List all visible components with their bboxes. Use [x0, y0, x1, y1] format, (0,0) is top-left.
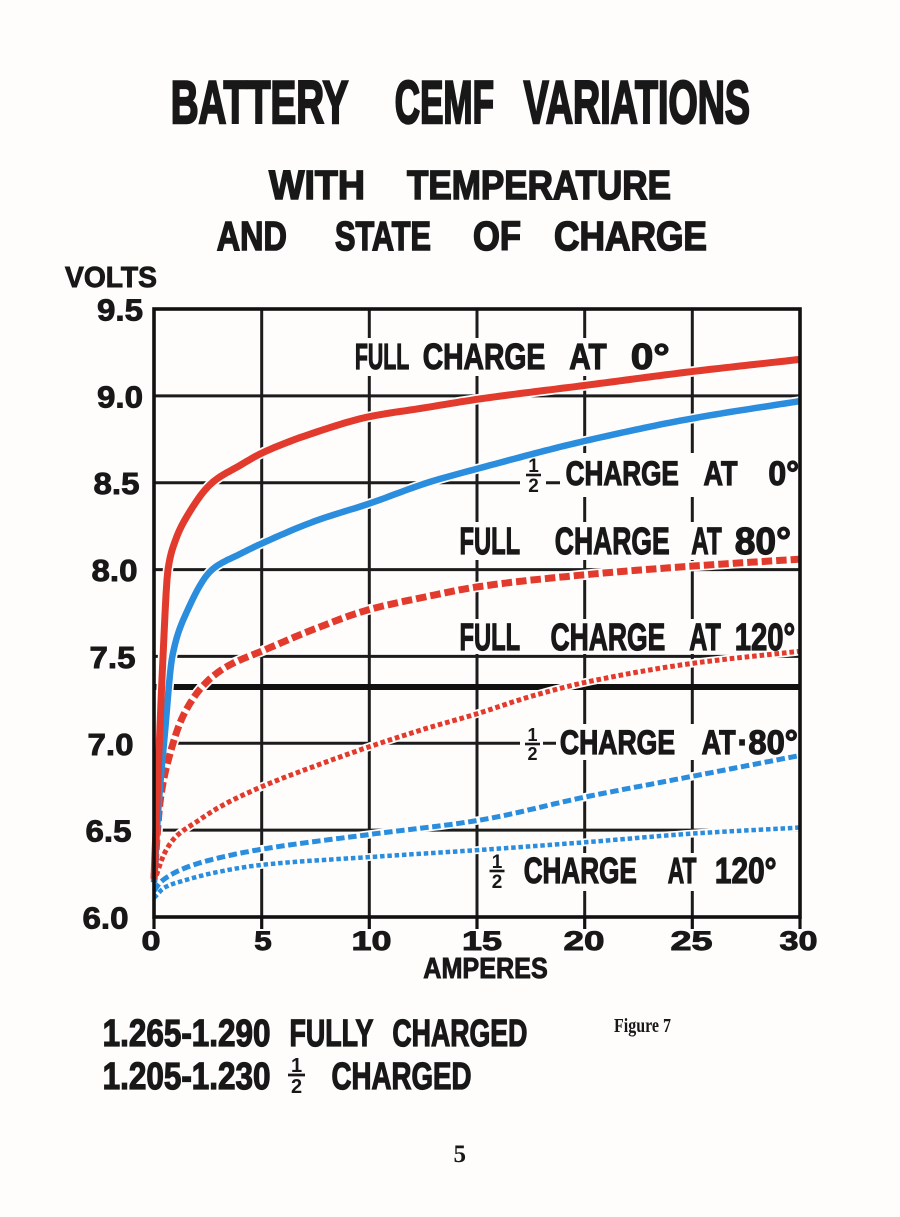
svg-text:FULL: FULL — [355, 337, 409, 377]
svg-text:CHARGE: CHARGE — [551, 615, 666, 658]
svg-text:8.5: 8.5 — [94, 466, 140, 501]
svg-text:AT: AT — [689, 616, 721, 658]
svg-text:AT: AT — [704, 454, 738, 493]
svg-text:AT: AT — [702, 723, 736, 762]
svg-text:·80°: ·80° — [738, 724, 798, 762]
svg-text:CHARGED: CHARGED — [392, 1011, 527, 1054]
svg-text:VARIATIONS: VARIATIONS — [524, 69, 750, 136]
svg-text:CHARGE: CHARGE — [560, 724, 675, 762]
svg-text:1.205-1.230: 1.205-1.230 — [103, 1055, 271, 1097]
svg-text:VOLTS: VOLTS — [65, 262, 157, 294]
svg-text:1.265-1.290: 1.265-1.290 — [103, 1012, 271, 1054]
svg-text:120°: 120° — [735, 616, 796, 659]
svg-text:CHARGE: CHARGE — [554, 214, 707, 260]
svg-text:5: 5 — [454, 1141, 467, 1168]
svg-text:AT: AT — [569, 336, 606, 376]
svg-text:15: 15 — [462, 925, 502, 956]
svg-text:9.5: 9.5 — [97, 292, 143, 327]
svg-text:CHARGE: CHARGE — [524, 851, 637, 891]
svg-text:CHARGE: CHARGE — [423, 337, 546, 377]
svg-text:2: 2 — [492, 872, 503, 893]
svg-text:1: 1 — [492, 852, 503, 873]
svg-text:8.0: 8.0 — [92, 553, 138, 588]
svg-text:0: 0 — [142, 925, 161, 956]
svg-text:STATE: STATE — [335, 213, 431, 259]
svg-text:Figure 7: Figure 7 — [614, 1014, 671, 1036]
svg-text:7.0: 7.0 — [88, 727, 134, 762]
svg-text:2: 2 — [527, 744, 537, 764]
svg-text:AND: AND — [217, 213, 287, 259]
svg-text:120°: 120° — [715, 851, 777, 891]
svg-text:6.0: 6.0 — [83, 900, 129, 935]
svg-text:CHARGED: CHARGED — [332, 1056, 472, 1098]
svg-text:10: 10 — [352, 925, 392, 956]
svg-text:FULL: FULL — [460, 519, 521, 562]
svg-text:OF: OF — [473, 214, 521, 259]
svg-text:0°: 0° — [631, 337, 670, 377]
svg-text:2: 2 — [528, 476, 539, 497]
svg-text:TEMPERATURE: TEMPERATURE — [407, 162, 671, 208]
svg-text:6.5: 6.5 — [86, 814, 132, 849]
svg-text:2: 2 — [291, 1076, 302, 1098]
svg-text:1: 1 — [528, 456, 539, 477]
svg-text:AMPERES: AMPERES — [423, 951, 547, 984]
svg-text:20: 20 — [564, 926, 605, 956]
svg-text:1: 1 — [291, 1055, 302, 1077]
svg-text:CHARGE: CHARGE — [566, 456, 679, 493]
svg-text:AT: AT — [668, 852, 697, 891]
svg-text:FULLY: FULLY — [290, 1011, 374, 1054]
svg-text:25: 25 — [671, 925, 713, 955]
svg-text:9.0: 9.0 — [97, 379, 143, 414]
svg-text:WITH: WITH — [269, 163, 365, 209]
svg-text:CHARGE: CHARGE — [555, 519, 670, 562]
svg-text:0°: 0° — [768, 454, 799, 492]
svg-text:BATTERY: BATTERY — [171, 68, 349, 136]
svg-text:1: 1 — [527, 725, 537, 745]
svg-text:7.5: 7.5 — [90, 640, 136, 675]
svg-text:CEMF: CEMF — [395, 70, 494, 136]
svg-text:FULL: FULL — [460, 615, 521, 658]
svg-text:80°: 80° — [735, 520, 791, 562]
svg-text:5: 5 — [254, 926, 271, 956]
svg-text:30: 30 — [780, 925, 818, 956]
svg-text:AT: AT — [691, 519, 722, 562]
